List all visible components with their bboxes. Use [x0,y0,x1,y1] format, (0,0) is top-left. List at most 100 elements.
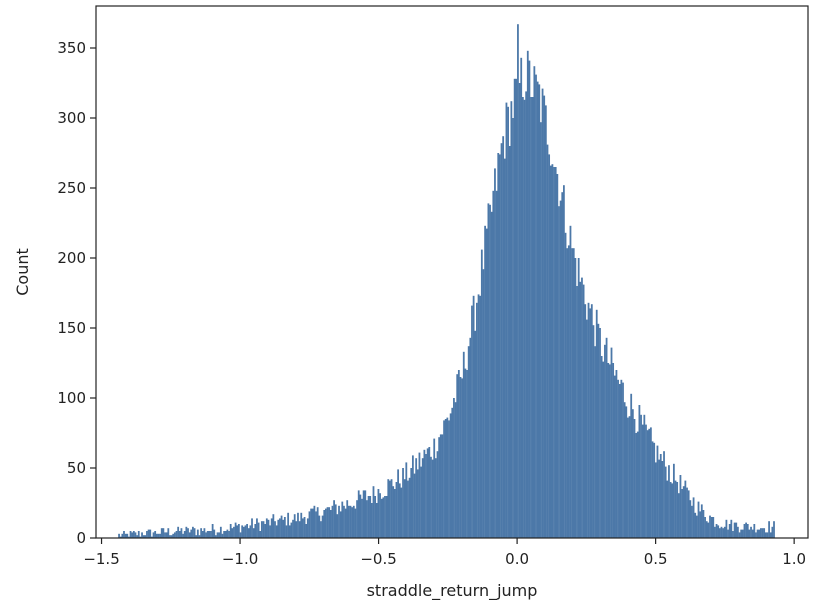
histogram-bar [154,531,157,538]
histogram-bar [740,529,743,538]
histogram-bar [280,515,283,538]
histogram-bar [515,78,518,539]
histogram-bar [702,510,705,538]
histogram-bar [279,518,281,538]
histogram-bar [613,375,616,538]
histogram-bar [205,532,207,538]
y-tick-label: 300 [57,109,86,127]
histogram-bar [349,505,352,538]
histogram-bar [421,458,424,538]
histogram-bar [590,304,593,538]
histogram-bar [403,479,406,538]
histogram-bar [241,525,244,538]
histogram-bar [733,522,736,538]
histogram-bar [246,524,248,538]
histogram-bar [497,153,500,538]
histogram-bar [712,517,715,538]
histogram-bar [617,379,619,538]
histogram-bar [367,496,370,538]
histogram-bar [229,524,232,538]
histogram-bar [326,507,329,538]
histogram-bar [416,469,419,538]
y-axis-ticks: 0 50 100 150 200 250 300 350 [57,39,96,547]
histogram-bar [737,526,739,538]
histogram-bar [347,505,350,538]
histogram-bar [536,81,539,538]
histogram-bar [687,490,690,538]
histogram-bar [544,105,547,539]
histogram-bar [428,447,431,538]
histogram-bar [681,489,683,538]
histogram-bar [139,536,142,538]
histogram-bar [436,451,439,538]
histogram-bar [165,532,168,538]
histogram-bar [183,531,186,538]
histogram-bar [679,475,682,538]
histogram-bar [633,419,636,538]
histogram-bar [605,337,608,538]
histogram-bar [630,393,633,538]
histogram-bar [459,377,462,538]
histogram-bar [556,174,559,538]
histogram-bar [375,503,378,538]
histogram-bar [385,496,388,538]
histogram-bar [480,249,483,538]
histogram-bar [390,479,393,538]
histogram-bar [331,505,334,538]
histogram-bar [521,97,524,538]
histogram-bar [526,50,529,539]
histogram-bar [505,102,508,538]
histogram-bar [320,521,322,538]
histogram-bar [728,524,731,538]
histogram-bar [661,461,664,538]
histogram-bar [492,190,495,539]
histogram-bar [162,528,165,538]
histogram-bar [282,519,285,538]
histogram-bar [595,309,598,538]
histogram-bar [160,528,163,538]
histogram-bar [305,524,308,538]
histogram-bar [351,507,354,538]
histogram-bar [370,503,373,538]
histogram-bar [364,490,367,538]
histogram-bar [482,269,485,538]
histogram-bar [329,510,332,538]
histogram-bar [697,501,700,538]
histogram-bar [710,517,713,538]
histogram-bar [256,518,258,538]
histogram-bar [764,532,767,538]
histogram-bar [487,203,490,538]
histogram-bar [405,462,408,538]
histogram-bar [748,529,751,538]
histogram-bar [549,165,552,538]
histogram-bar [190,529,193,538]
histogram-bar [604,344,606,538]
histogram-bar [234,522,237,538]
histogram-bar [567,245,570,538]
histogram-bar [302,518,304,538]
histogram-bar [366,500,368,538]
histogram-bar [380,498,383,538]
histogram-bar [745,522,747,538]
histogram-bar [324,508,327,538]
histogram-bar [387,479,390,538]
histogram-bar [479,295,482,538]
histogram-bar [123,531,125,538]
histogram-bar [418,452,421,538]
histogram-bar [714,526,716,538]
histogram-bar [671,483,674,538]
histogram-bar [599,328,601,538]
histogram-bar [503,158,506,538]
histogram-bar [585,319,588,538]
histogram-bar [441,434,444,538]
histogram-bar [576,286,578,538]
histogram-bar [198,535,201,538]
histogram-bar [393,489,396,538]
histogram-bar [210,531,212,538]
histogram-bar [489,204,491,539]
histogram-bar [723,526,726,538]
plot-frame [95,5,809,539]
histogram-bar [357,490,360,538]
histogram-bar [722,528,725,538]
histogram-bar [425,454,427,538]
